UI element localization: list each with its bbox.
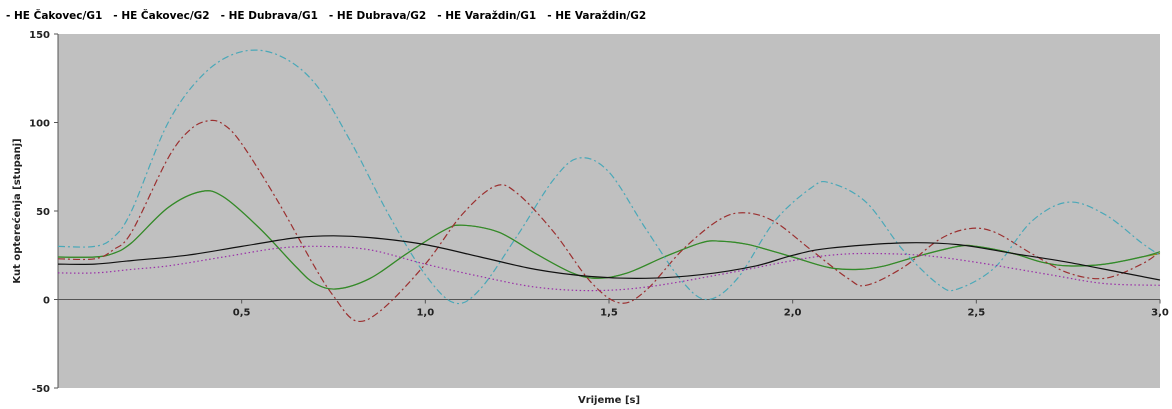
- x-axis-title: Vrijeme [s]: [578, 395, 640, 406]
- legend-label: HE Dubrava/G1: [228, 10, 318, 22]
- legend-item-cakovec-g2: - HE Čakovec/G2: [113, 10, 210, 22]
- y-tick-label: 100: [29, 119, 50, 130]
- series-line-2: [57, 119, 1161, 322]
- y-tick-label: 50: [36, 207, 50, 218]
- series-line-3: [57, 49, 1161, 305]
- legend-label: HE Dubrava/G2: [336, 10, 427, 22]
- y-axis: -50 0 50 100 150: [29, 30, 59, 395]
- series-group: [57, 49, 1161, 322]
- series-line-4: [57, 245, 1161, 292]
- plot-area: [58, 34, 1160, 388]
- x-tick-label: 0,5: [233, 308, 251, 319]
- legend-label: HE Varaždin/G1: [445, 10, 537, 22]
- series-line-1: [57, 190, 1161, 290]
- legend-label: HE Varaždin/G2: [555, 10, 647, 22]
- series-line-5: [57, 235, 1161, 281]
- y-tick-label: -50: [32, 384, 50, 395]
- x-tick-label: 2,0: [784, 308, 802, 319]
- legend-item-dubrava-g1: - HE Dubrava/G1: [220, 10, 318, 22]
- legend-item-varazdin-g1: - HE Varaždin/G1: [437, 10, 537, 22]
- legend: - HE Čakovec/G1 - HE Čakovec/G2 - HE Dub…: [6, 8, 657, 24]
- legend-label: HE Čakovec/G1: [14, 10, 103, 22]
- legend-item-cakovec-g1: - HE Čakovec/G1: [6, 10, 103, 22]
- legend-item-varazdin-g2: - HE Varaždin/G2: [547, 10, 647, 22]
- y-tick-label: 0: [43, 296, 50, 307]
- x-tick-label: 2,5: [967, 308, 985, 319]
- legend-item-dubrava-g2: - HE Dubrava/G2: [328, 10, 427, 22]
- y-axis-title: Kut opterećenja [stupanj]: [11, 138, 23, 283]
- y-tick-label: 150: [29, 30, 50, 41]
- x-tick-label: 1,0: [416, 308, 434, 319]
- x-axis: 0,5 1,0 1,5 2,0 2,5 3,0: [58, 299, 1169, 319]
- x-tick-label: 1,5: [600, 308, 618, 319]
- legend-label: HE Čakovec/G2: [121, 10, 210, 22]
- x-tick-label: 3,0: [1151, 308, 1169, 319]
